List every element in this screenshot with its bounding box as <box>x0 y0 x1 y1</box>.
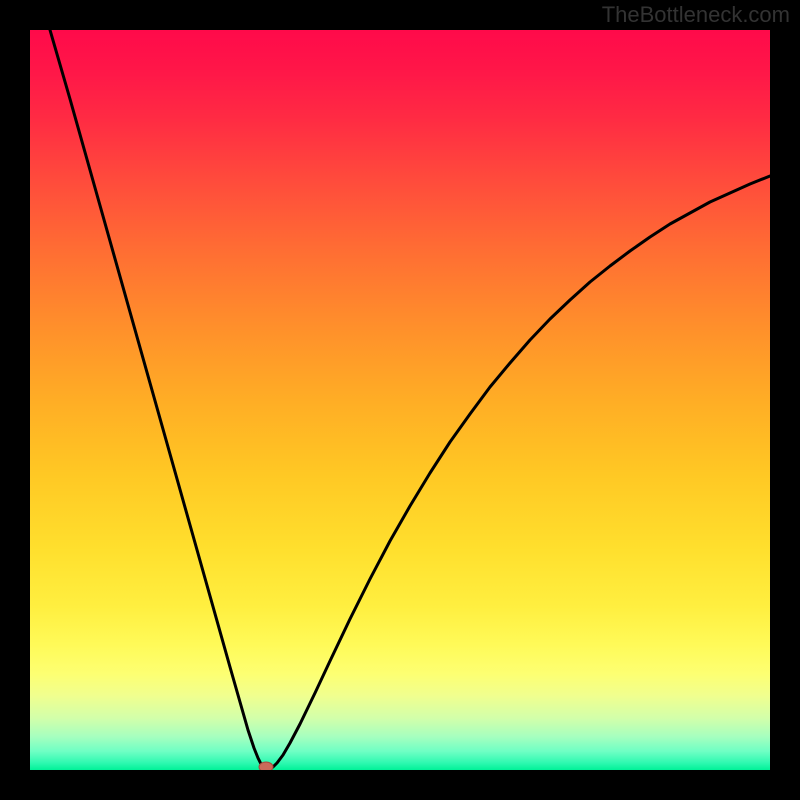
bottleneck-curve <box>30 30 770 770</box>
watermark-text: TheBottleneck.com <box>602 2 790 28</box>
minimum-marker <box>259 762 273 770</box>
plot-area <box>30 30 770 770</box>
